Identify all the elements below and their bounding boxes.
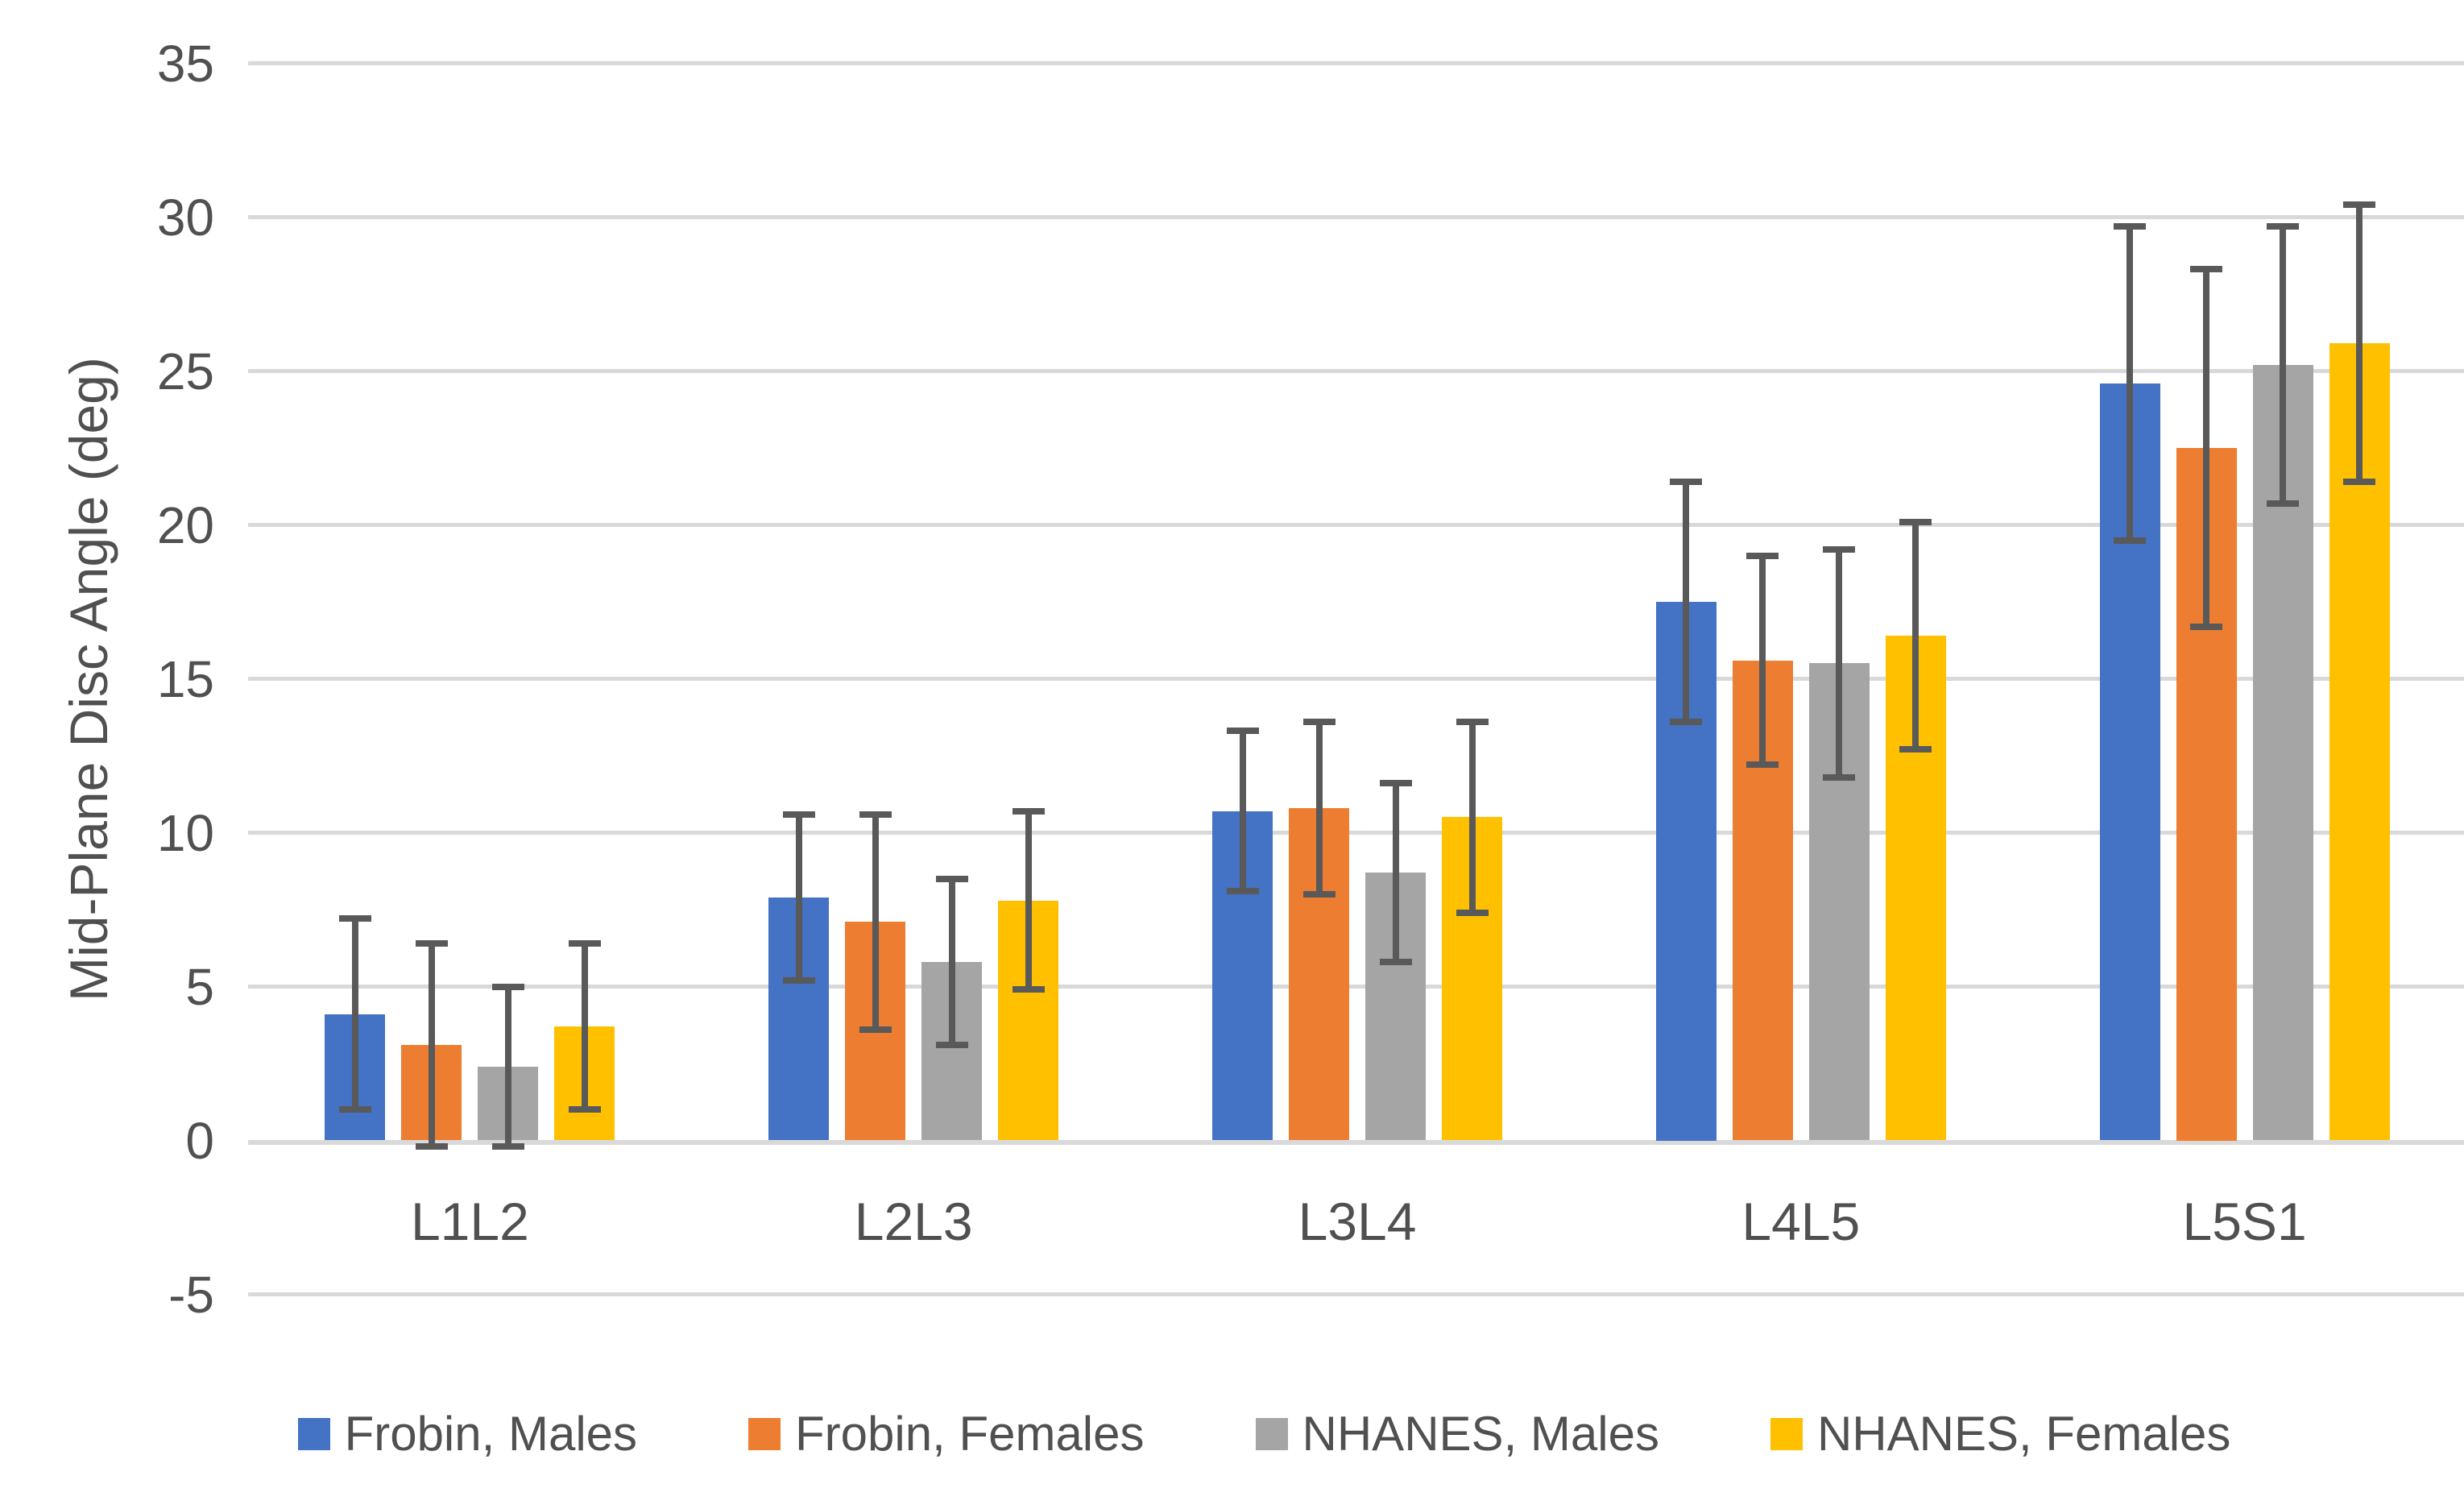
error-bar [1836,549,1843,777]
error-bar-cap [1670,479,1703,486]
error-bar-cap [1456,909,1489,916]
bar-chart: Mid-Plane Disc Angle (deg) 35 30 25 20 15 10 5… [32,13,2464,1492]
error-bar-cap [2190,623,2223,630]
error-bar [428,943,435,1147]
error-bar-cap [782,976,815,984]
error-bar [504,986,511,1147]
legend-item: NHANES, Females [1770,1408,2230,1460]
gridline [248,61,2464,65]
error-bar [872,814,879,1030]
error-bar [1025,811,1032,990]
legend: Frobin, Males Frobin, Females NHANES, Male… [32,1392,2464,1476]
error-bar-cap [2267,500,2300,507]
error-bar-cap [935,875,968,882]
y-axis-tick-label: 5 [185,957,214,1016]
error-bar-cap [1746,761,1779,769]
error-bar-cap [1823,546,1856,553]
error-bar-cap [1302,890,1336,898]
error-bar-cap [415,1143,448,1151]
error-bar-cap [568,1106,601,1113]
error-bar-cap [415,940,448,947]
x-axis-category-label: L1L2 [410,1192,529,1251]
legend-item: Frobin, Females [748,1407,1145,1461]
error-bar-cap [491,1143,524,1151]
error-bar-cap [1302,718,1336,725]
y-axis-tick-label: 25 [156,342,214,400]
gridline [248,831,2464,835]
y-axis-tick-label: 35 [156,34,214,93]
error-bar-cap [1379,780,1412,787]
error-bar-cap [1899,518,1932,525]
error-bar-cap [338,915,371,922]
legend-swatch [1255,1418,1288,1450]
error-bar-cap [1226,888,1259,895]
error-bar-cap [2190,266,2223,273]
error-bar [795,814,802,981]
error-bar [1759,555,1766,765]
error-bar-cap [1379,958,1412,965]
y-axis-tick-label: 20 [156,495,214,554]
error-bar-cap [1456,718,1489,725]
gridline [248,677,2464,681]
gridline [248,215,2464,219]
error-bar-cap [1670,718,1703,725]
error-bar-cap [859,811,892,818]
error-bar [1239,731,1246,892]
error-bar-cap [1226,728,1259,735]
error-bar [1392,783,1399,962]
legend-swatch [297,1418,330,1450]
legend-swatch [1770,1418,1803,1450]
x-axis-category-label: L5S1 [2182,1192,2307,1251]
y-axis-tick-label: -5 [168,1265,214,1324]
error-bar [1912,521,1919,750]
x-axis-baseline [248,1140,2464,1145]
error-bar [1468,721,1476,913]
legend-label: Frobin, Males [344,1407,638,1461]
error-bar-cap [2343,479,2376,486]
error-bar [2356,205,2363,483]
error-bar-cap [491,983,524,990]
gridline [248,369,2464,373]
y-axis-tick-label: 10 [156,803,214,862]
error-bar-cap [1823,773,1856,781]
error-bar [1315,721,1323,894]
error-bar-cap [2114,537,2147,544]
error-bar [2203,269,2210,627]
y-axis-tick-label: 15 [156,649,214,708]
y-axis-tick-label: 30 [156,188,214,247]
y-axis-tick-label: 0 [185,1111,214,1170]
error-bar-cap [568,940,601,947]
x-axis-category-label: L3L4 [1298,1192,1417,1251]
error-bar-cap [859,1026,892,1033]
legend-item: Frobin, Males [297,1407,638,1461]
legend-item: NHANES, Males [1255,1407,1659,1461]
error-bar-cap [2267,222,2300,230]
error-bar-cap [1899,746,1932,753]
x-axis-category-label: L4L5 [1741,1192,1861,1251]
error-bar-cap [782,811,815,818]
error-bar [2280,226,2287,504]
gridline [248,985,2464,989]
error-bar-cap [1012,807,1045,815]
error-bar [2126,226,2134,541]
error-bar [351,918,358,1110]
error-bar-cap [2343,201,2376,209]
error-bar-cap [2114,222,2147,230]
error-bar-cap [1012,986,1045,993]
error-bar-cap [338,1106,371,1113]
error-bar-cap [935,1042,968,1049]
error-bar [948,878,955,1046]
gridline [248,523,2464,527]
legend-swatch [748,1418,781,1450]
gridline [248,1292,2464,1296]
error-bar-cap [1746,552,1779,559]
legend-label: NHANES, Females [1816,1407,2231,1461]
legend-label: NHANES, Males [1302,1407,1659,1461]
x-axis-category-label: L2L3 [854,1192,973,1251]
error-bar [581,943,588,1110]
error-bar [1683,482,1690,722]
legend-label: Frobin, Females [795,1407,1145,1461]
